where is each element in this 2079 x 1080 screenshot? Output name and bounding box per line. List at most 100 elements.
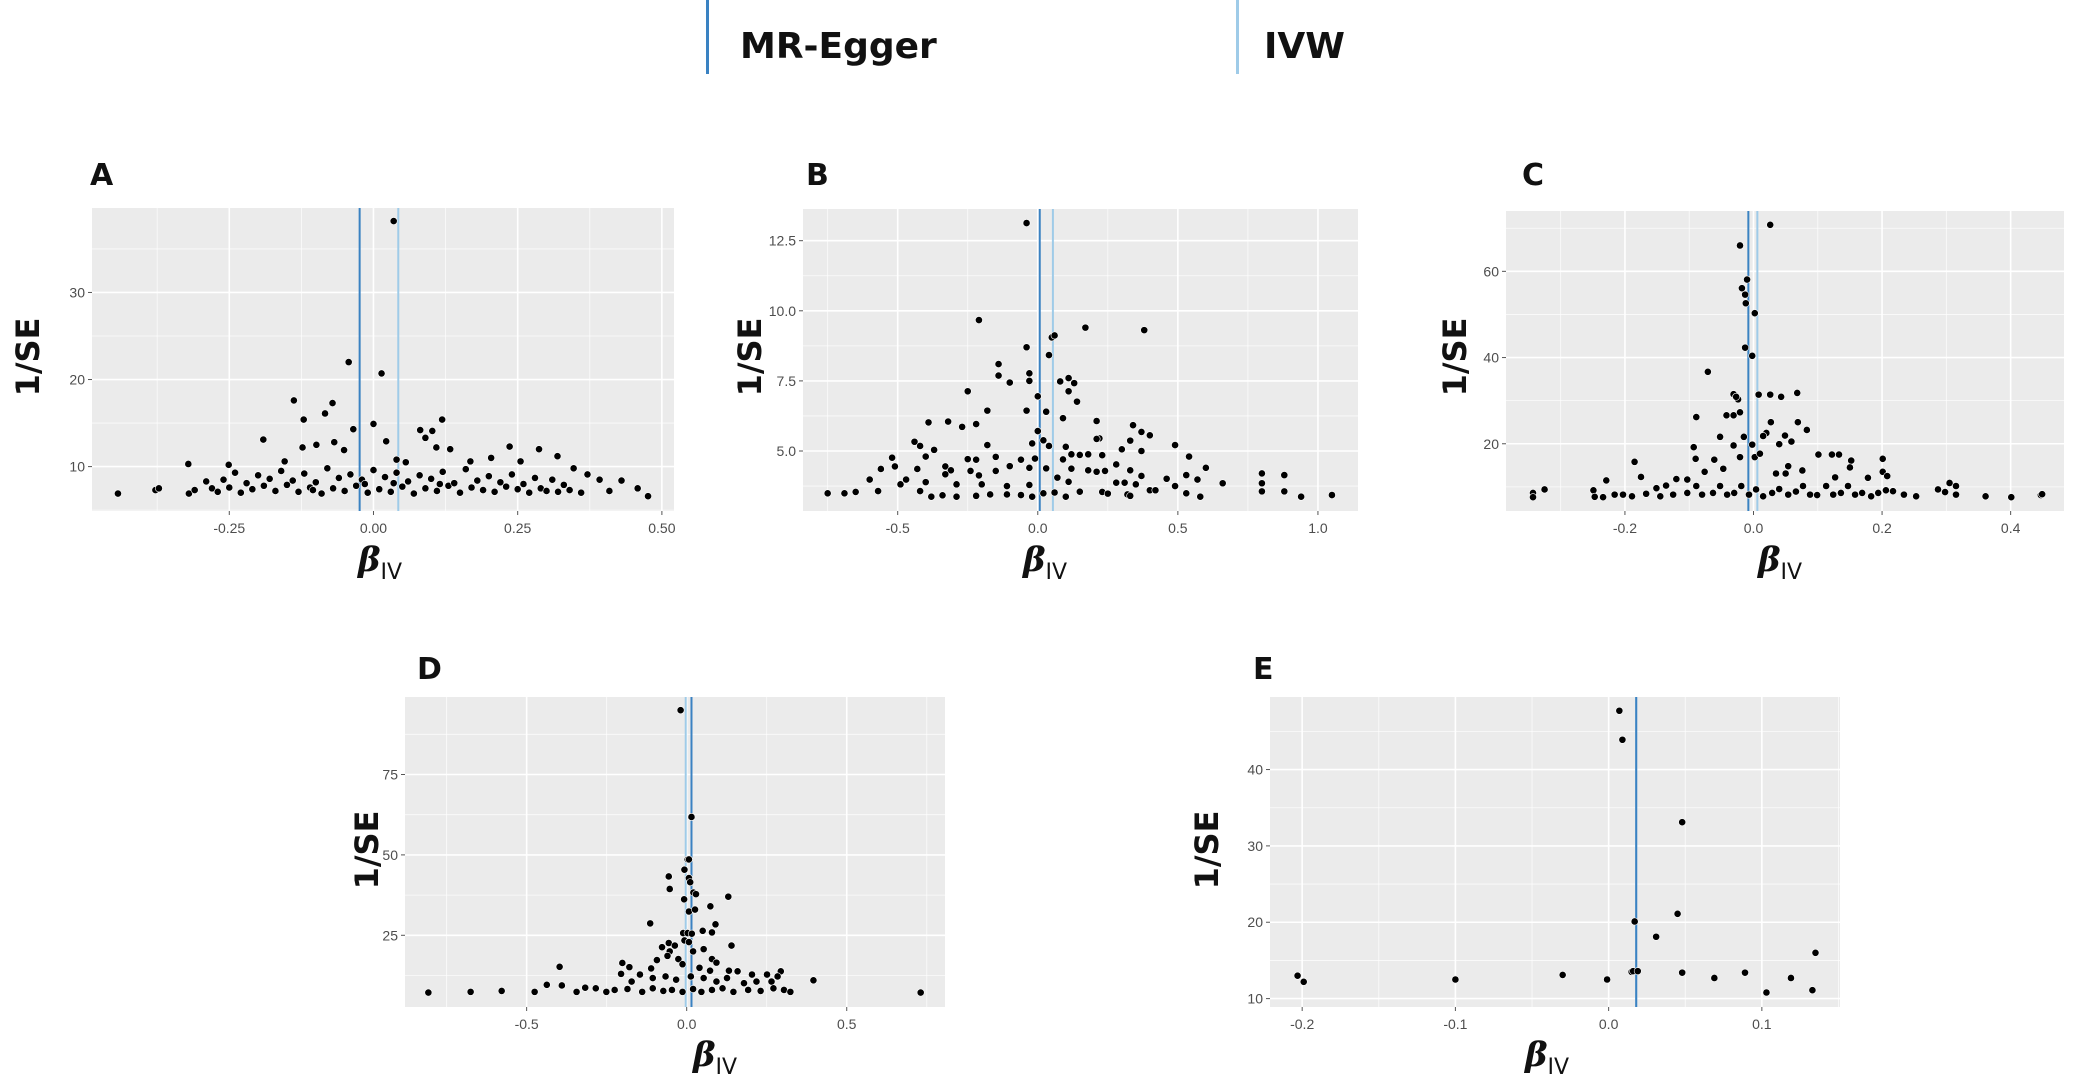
data-point — [680, 865, 689, 874]
data-point — [1952, 490, 1960, 499]
data-point — [1716, 432, 1724, 441]
data-point — [1328, 491, 1336, 499]
data-point — [1258, 479, 1266, 488]
data-point — [1787, 974, 1795, 982]
data-point — [633, 484, 642, 493]
data-point — [1710, 455, 1719, 464]
data-point — [888, 453, 896, 462]
x-axis-label: βIV — [1758, 540, 1802, 585]
data-point — [565, 486, 574, 495]
data-point — [646, 919, 655, 928]
data-point — [1017, 455, 1025, 464]
data-point — [369, 420, 378, 428]
data-point — [1145, 431, 1154, 440]
data-point — [733, 967, 742, 976]
plot-background — [1270, 697, 1840, 1007]
data-point — [916, 487, 925, 495]
data-point — [496, 478, 505, 487]
data-point — [424, 988, 433, 997]
data-point — [1723, 490, 1732, 499]
y-axis-label: 1/SE — [731, 317, 769, 397]
data-point — [1042, 407, 1051, 416]
data-point — [1075, 451, 1084, 459]
data-point — [497, 987, 506, 995]
data-point — [1529, 493, 1537, 502]
data-point — [1703, 367, 1712, 376]
data-point — [1540, 485, 1549, 494]
data-point — [1828, 450, 1836, 459]
data-point — [461, 465, 470, 474]
y-tick-label: 10 — [69, 459, 85, 475]
data-point — [668, 986, 676, 994]
x-tick-label: 0.2 — [1872, 520, 1892, 536]
data-point — [381, 473, 389, 481]
data-point — [1293, 971, 1302, 980]
data-point — [1025, 463, 1034, 472]
data-point — [1031, 454, 1039, 463]
data-point — [644, 492, 652, 501]
data-point — [466, 987, 475, 996]
data-point — [1061, 442, 1070, 451]
data-point — [1628, 492, 1636, 501]
data-point — [1092, 467, 1101, 476]
data-point — [553, 452, 562, 461]
x-axis-label: βIV — [1023, 540, 1067, 585]
data-point — [363, 488, 372, 497]
data-point — [1768, 488, 1777, 497]
data-point — [248, 485, 257, 494]
data-point — [1678, 968, 1687, 977]
x-tick-label: 0.25 — [504, 520, 531, 536]
data-point — [190, 486, 199, 495]
data-point — [1618, 735, 1627, 744]
data-point — [1633, 967, 1642, 976]
data-point — [896, 480, 905, 489]
data-point — [1847, 456, 1856, 465]
data-point — [625, 963, 634, 972]
x-tick-label: -0.5 — [886, 520, 910, 536]
data-point — [1741, 290, 1750, 299]
data-point — [740, 979, 748, 988]
data-point — [1025, 376, 1034, 385]
legend-ivw-line — [1236, 0, 1239, 74]
data-point — [723, 974, 731, 982]
data-point — [1730, 488, 1739, 497]
data-point — [1829, 490, 1838, 499]
data-point — [505, 442, 514, 451]
data-point — [577, 488, 586, 497]
y-tick-label: 10 — [1247, 991, 1263, 1007]
data-point — [467, 483, 476, 492]
panel-title: D — [417, 652, 442, 687]
x-tick-label: 0.00 — [360, 520, 387, 536]
y-tick-label: 50 — [382, 847, 398, 863]
data-point — [398, 482, 407, 491]
data-point — [1070, 379, 1079, 388]
data-point — [1162, 474, 1171, 483]
y-tick-label: 20 — [69, 372, 85, 388]
data-point — [1081, 323, 1090, 332]
data-point — [433, 487, 441, 495]
data-point — [1716, 482, 1724, 490]
data-point — [865, 475, 874, 484]
x-tick-label: -0.2 — [1290, 1016, 1314, 1032]
data-point — [840, 489, 849, 498]
data-point — [1739, 432, 1748, 441]
data-point — [1792, 487, 1800, 496]
data-point — [1867, 492, 1876, 501]
data-point — [1777, 392, 1786, 401]
data-point — [1689, 443, 1698, 452]
data-point — [708, 928, 716, 937]
data-point — [983, 441, 992, 450]
data-point — [1137, 428, 1146, 436]
x-axis-subscript: IV — [380, 559, 403, 585]
data-point — [360, 480, 369, 488]
data-point — [236, 488, 245, 497]
data-point — [672, 975, 681, 984]
data-point — [1084, 466, 1093, 475]
x-axis-symbol: β — [357, 540, 381, 580]
data-point — [685, 938, 693, 946]
data-point — [712, 977, 721, 986]
x-axis-symbol: β — [1757, 540, 1781, 580]
data-point — [966, 467, 975, 475]
data-point — [340, 487, 349, 495]
data-point — [983, 406, 992, 415]
